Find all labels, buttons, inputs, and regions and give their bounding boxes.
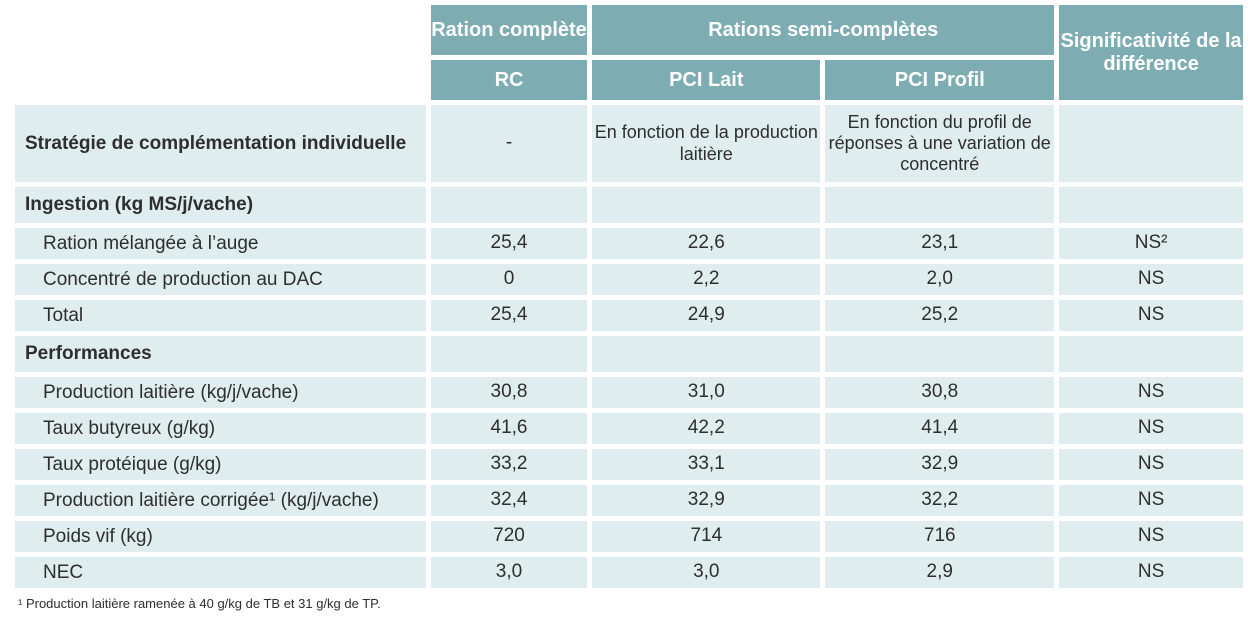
cell-pci-profil: 2,9 (825, 557, 1055, 588)
table-row: Ration mélangée à l’auge 25,4 22,6 23,1 … (15, 228, 1243, 259)
section-row-performances: Performances (15, 336, 1243, 372)
cell-rc: 3,0 (430, 557, 588, 588)
row-label: Concentré de production au DAC (15, 264, 426, 295)
row-label: Production laitière corrigée¹ (kg/j/vach… (15, 485, 426, 516)
table-row: Production laitière (kg/j/vache) 30,8 31… (15, 377, 1243, 408)
table-row: Taux butyreux (g/kg) 41,6 42,2 41,4 NS (15, 413, 1243, 444)
cell-signif: NS (1059, 413, 1243, 444)
table-row: NEC 3,0 3,0 2,9 NS (15, 557, 1243, 588)
row-label: Production laitière (kg/j/vache) (15, 377, 426, 408)
header-row-subgroups: RC PCI Lait PCI Profil (15, 60, 1243, 100)
header-rc: RC (430, 60, 588, 100)
cell-pci-lait: 3,0 (592, 557, 821, 588)
cell-rc: 25,4 (430, 300, 588, 331)
header-rations-semi-completes: Rations semi-complètes (592, 5, 1055, 55)
header-blank-cell (15, 60, 426, 100)
empty-cell (430, 336, 588, 372)
cell-pci-profil: 25,2 (825, 300, 1055, 331)
ration-comparison-table: Ration complète Rations semi-complètes S… (10, 0, 1248, 593)
row-label: Poids vif (kg) (15, 521, 426, 552)
header-row-groups: Ration complète Rations semi-complètes S… (15, 5, 1243, 100)
cell-rc: 32,4 (430, 485, 588, 516)
cell-rc: 720 (430, 521, 588, 552)
cell-signif (1059, 105, 1243, 182)
cell-signif: NS² (1059, 228, 1243, 259)
row-label: Ration mélangée à l’auge (15, 228, 426, 259)
cell-pci-lait: 22,6 (592, 228, 821, 259)
header-blank-cell (15, 5, 426, 55)
empty-cell (825, 187, 1055, 223)
empty-cell (592, 187, 821, 223)
header-pci-lait: PCI Lait (592, 60, 821, 100)
row-label: NEC (15, 557, 426, 588)
empty-cell (1059, 187, 1243, 223)
section-label: Ingestion (kg MS/j/vache) (15, 187, 426, 223)
empty-cell (592, 336, 821, 372)
empty-cell (430, 187, 588, 223)
cell-pci-lait: En fonction de la production laitière (592, 105, 821, 182)
header-significativite: Significativité de la différence (1059, 5, 1243, 100)
cell-rc: 33,2 (430, 449, 588, 480)
cell-rc: - (430, 105, 588, 182)
cell-rc: 25,4 (430, 228, 588, 259)
header-pci-profil: PCI Profil (825, 60, 1055, 100)
cell-signif: NS (1059, 300, 1243, 331)
cell-pci-profil: 32,2 (825, 485, 1055, 516)
table-row: Poids vif (kg) 720 714 716 NS (15, 521, 1243, 552)
cell-pci-lait: 31,0 (592, 377, 821, 408)
cell-signif: NS (1059, 521, 1243, 552)
empty-cell (825, 336, 1055, 372)
table-row-strategie: Stratégie de complémentation individuell… (15, 105, 1243, 182)
row-label: Taux butyreux (g/kg) (15, 413, 426, 444)
cell-rc: 41,6 (430, 413, 588, 444)
table-row: Production laitière corrigée¹ (kg/j/vach… (15, 485, 1243, 516)
cell-pci-profil: 30,8 (825, 377, 1055, 408)
cell-pci-profil: En fonction du profil de réponses à une … (825, 105, 1055, 182)
cell-rc: 0 (430, 264, 588, 295)
section-label: Performances (15, 336, 426, 372)
cell-pci-profil: 716 (825, 521, 1055, 552)
footnote: ¹ Production laitière ramenée à 40 g/kg … (18, 596, 381, 611)
cell-signif: NS (1059, 557, 1243, 588)
cell-pci-lait: 2,2 (592, 264, 821, 295)
cell-pci-lait: 714 (592, 521, 821, 552)
row-label: Stratégie de complémentation individuell… (15, 105, 426, 182)
header-ration-complete: Ration complète (430, 5, 588, 55)
cell-signif: NS (1059, 264, 1243, 295)
row-label: Taux protéique (g/kg) (15, 449, 426, 480)
cell-pci-lait: 33,1 (592, 449, 821, 480)
cell-signif: NS (1059, 449, 1243, 480)
cell-pci-profil: 23,1 (825, 228, 1055, 259)
cell-signif: NS (1059, 377, 1243, 408)
cell-pci-lait: 24,9 (592, 300, 821, 331)
row-label: Total (15, 300, 426, 331)
table-row: Taux protéique (g/kg) 33,2 33,1 32,9 NS (15, 449, 1243, 480)
section-row-ingestion: Ingestion (kg MS/j/vache) (15, 187, 1243, 223)
cell-pci-profil: 2,0 (825, 264, 1055, 295)
cell-rc: 30,8 (430, 377, 588, 408)
table-row: Total 25,4 24,9 25,2 NS (15, 300, 1243, 331)
table-row: Concentré de production au DAC 0 2,2 2,0… (15, 264, 1243, 295)
cell-pci-lait: 32,9 (592, 485, 821, 516)
cell-signif: NS (1059, 485, 1243, 516)
cell-pci-profil: 32,9 (825, 449, 1055, 480)
empty-cell (1059, 336, 1243, 372)
cell-pci-lait: 42,2 (592, 413, 821, 444)
cell-pci-profil: 41,4 (825, 413, 1055, 444)
